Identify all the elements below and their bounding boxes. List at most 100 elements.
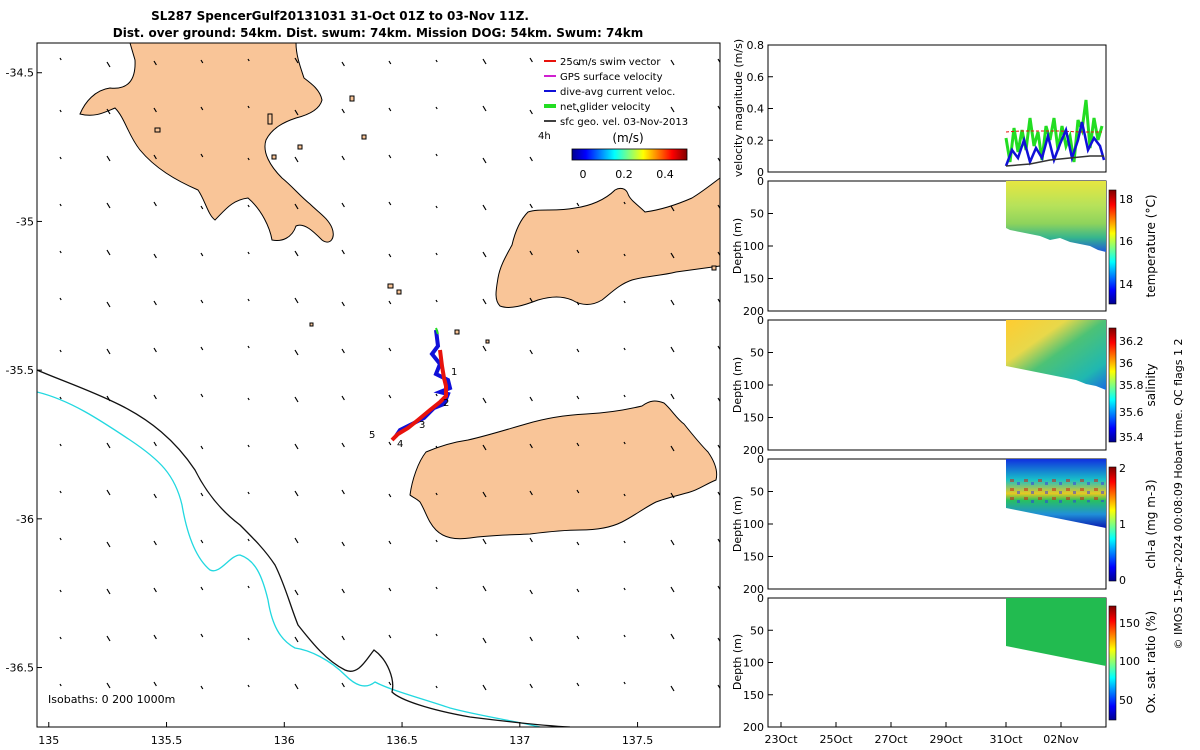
sfc-arrow (59, 57, 62, 61)
sfc-arrow (341, 155, 345, 161)
sfc-arrow (247, 444, 250, 448)
sfc-arrow (200, 445, 204, 450)
sfc-arrow (670, 393, 675, 400)
land-kangaroo-island (409, 400, 718, 540)
sfc-arrow (341, 541, 345, 547)
sfc-arrow (247, 684, 250, 688)
sfc-arrow (388, 107, 392, 112)
track-label-2: 2 (443, 398, 449, 409)
sfc-arrow (435, 492, 438, 496)
velocity-tick-label: 0.6 (747, 71, 765, 84)
sfc-arrow (435, 59, 438, 63)
salinity-panel: 0 50 100 150 200 Depth (m) 36.2 36 35.8 35.6… (731, 314, 1158, 457)
map-x-tick-label: 136 (274, 734, 295, 747)
sfc-arrow (153, 154, 157, 160)
temperature-label: temperature (°C) (1144, 195, 1158, 298)
sfc-arrow (717, 157, 720, 163)
map-colorbar: 4h (m/s) 0 0.2 0.4 (538, 131, 688, 181)
salinity-tick-36-2: 36.2 (1119, 335, 1144, 348)
oxygen-depth-label: Depth (m) (731, 634, 744, 690)
sfc-arrow (153, 394, 157, 400)
sfc-arrow (59, 297, 62, 301)
velocity-tick-label: 0.8 (747, 39, 765, 52)
title-line-2: Dist. over ground: 54km. Dist. swum: 74k… (113, 26, 643, 40)
map-x-ticks: 135 135.5 136 136.5 137 137.5 (38, 722, 653, 747)
sfc-arrow (247, 491, 250, 495)
sfc-arrow (341, 348, 345, 354)
date-tick-label: 23Oct (764, 733, 798, 746)
salinity-field (1006, 320, 1106, 390)
chla-tick-0: 0 (1119, 574, 1126, 587)
sfc-arrow (717, 298, 720, 304)
oxygen-field (1006, 598, 1106, 666)
sfc-arrow (294, 636, 299, 643)
sfc-arrow (576, 635, 580, 640)
sfc-arrow (623, 347, 626, 351)
sfc-arrow (529, 683, 533, 689)
sfc-arrow (200, 685, 204, 690)
sfc-arrow (529, 203, 533, 209)
sfc-arrow (247, 538, 250, 542)
sfc-arrow (106, 61, 111, 68)
sfc-arrow (200, 252, 204, 257)
sfc-arrow (529, 636, 533, 642)
sfc-arrow (294, 156, 299, 163)
sfc-arrow (153, 60, 157, 66)
sfc-arrow (576, 301, 580, 306)
sfc-arrow (670, 445, 675, 452)
chla-panel: 0 50 100 150 200 Depth (m) 2 1 0 chl-a (mg m… (731, 453, 1158, 596)
legend-swim-vector: 25cm/s swim vector (560, 57, 661, 68)
map-x-tick-label: 136.5 (386, 734, 418, 747)
colorbar-tick-2: 0.4 (656, 168, 674, 181)
sfc-arrow (106, 635, 111, 642)
temperature-colorbar (1108, 189, 1117, 305)
sfc-arrow (388, 201, 392, 206)
sfc-arrow (482, 157, 487, 164)
sfc-arrow (623, 587, 626, 591)
sfc-arrow (529, 396, 533, 402)
sfc-arrow (106, 541, 111, 548)
land-yorke-peninsula (495, 43, 720, 308)
sfc-arrow (153, 634, 157, 640)
sfc-arrow (623, 681, 626, 685)
sfc-arrow (670, 685, 675, 692)
track-label-4: 4 (397, 439, 403, 450)
sfc-arrow (623, 300, 626, 304)
sfc-arrow (247, 637, 250, 641)
track-swim-vector (390, 349, 448, 442)
map-x-tick-label: 137.5 (622, 734, 654, 747)
sfc-arrow (200, 346, 204, 351)
sfc-arrow (153, 441, 157, 447)
sfc-arrow (623, 201, 626, 205)
sfc-arrow (106, 202, 111, 209)
sfc-arrow (106, 682, 111, 689)
sfc-arrow (294, 490, 299, 497)
sfc-arrow (482, 491, 487, 498)
sfc-arrow (247, 251, 250, 255)
sfc-arrow (670, 586, 675, 593)
sfc-arrow (482, 204, 487, 211)
sfc-arrow (247, 397, 250, 401)
sfc-arrow (482, 585, 487, 592)
sfc-arrow (341, 635, 345, 641)
sfc-arrow (59, 683, 62, 687)
sfc-arrow (576, 588, 580, 593)
isobath-legend: Isobaths: 0 200 1000m (48, 693, 175, 706)
sfc-arrow (200, 106, 204, 111)
depth-tick-label: 0 (757, 453, 764, 466)
sfc-arrow (59, 636, 62, 640)
map-y-tick-label: -36 (16, 513, 34, 526)
sfc-arrow (247, 585, 250, 589)
sfc-arrow (717, 397, 720, 403)
chla-tick-1: 1 (1119, 518, 1126, 531)
depth-tick-label: 150 (743, 273, 764, 286)
sfc-arrow (717, 58, 720, 64)
map-frame (36, 42, 721, 728)
track-net-velocity (435, 327, 439, 335)
sfc-arrow (529, 57, 533, 63)
sfc-arrow (623, 60, 626, 64)
sfc-arrow (482, 345, 487, 352)
map-y-tick-label: -36.5 (6, 662, 34, 675)
sfc-arrow (435, 153, 438, 157)
velocity-tick-label: 0.4 (747, 103, 765, 116)
